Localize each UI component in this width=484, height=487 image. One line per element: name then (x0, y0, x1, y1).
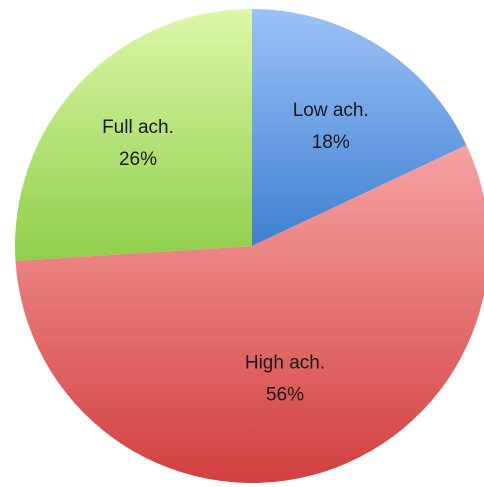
slice-label-percent: 18% (312, 132, 350, 153)
slice-label-percent: 26% (119, 149, 157, 170)
slice-label-percent: 56% (266, 385, 304, 406)
slice-label-name: Full ach. (102, 117, 174, 138)
slice-label-name: High ach. (245, 353, 325, 374)
slice-label-name: Low ach. (293, 100, 369, 121)
pie-labels: Low ach. 18% High ach. 56% Full ach. 26% (102, 100, 369, 406)
pie-slice-full-ach (14, 9, 252, 261)
pie-slice-low-ach (252, 9, 467, 246)
pie-slices (14, 9, 484, 483)
pie-slice-high-ach (15, 145, 484, 483)
